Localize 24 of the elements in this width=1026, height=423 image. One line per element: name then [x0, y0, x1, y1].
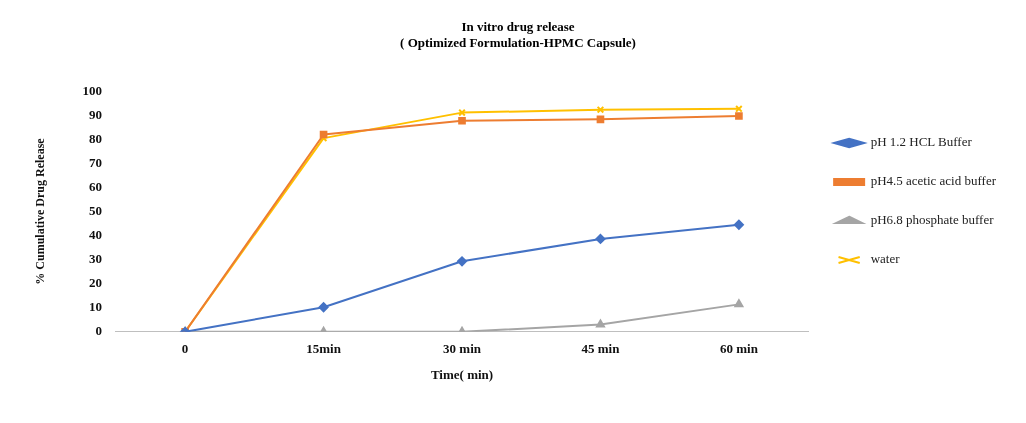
y-tick-label: 20: [88, 275, 102, 291]
x-tick-label: 30 min: [443, 340, 482, 356]
x-axis-title: Time( min): [430, 366, 494, 382]
y-tick-label: 60: [88, 178, 102, 194]
x-tick-label: 60 min: [719, 340, 759, 356]
y-tick-label: 40: [88, 226, 102, 242]
y-tick-label: 50: [88, 202, 102, 218]
x-tick-label: 0: [181, 340, 189, 356]
x-tick-label: 45 min: [581, 340, 621, 356]
y-tick-label: 70: [88, 154, 102, 170]
chart-title: In vitro drug release: [461, 19, 575, 35]
legend-label: pH 1.2 HCL Buffer: [870, 134, 973, 150]
y-axis-title: % Cumulative Drug Release: [33, 137, 48, 285]
x-tick-label: 15min: [306, 340, 342, 356]
chart-subtitle: ( Optimized Formulation-HPMC Capsule): [400, 34, 636, 50]
y-tick-label: 0: [95, 323, 102, 339]
y-tick-label: 10: [88, 299, 102, 315]
legend-label: pH6.8 phosphate buffer: [870, 212, 995, 228]
y-tick-label: 100: [82, 82, 102, 98]
y-tick-label: 80: [88, 130, 102, 146]
legend-label: water: [870, 251, 901, 267]
legend-label: pH4.5 acetic acid buffer: [870, 173, 997, 189]
y-tick-label: 90: [88, 106, 102, 122]
y-tick-label: 30: [88, 250, 102, 266]
